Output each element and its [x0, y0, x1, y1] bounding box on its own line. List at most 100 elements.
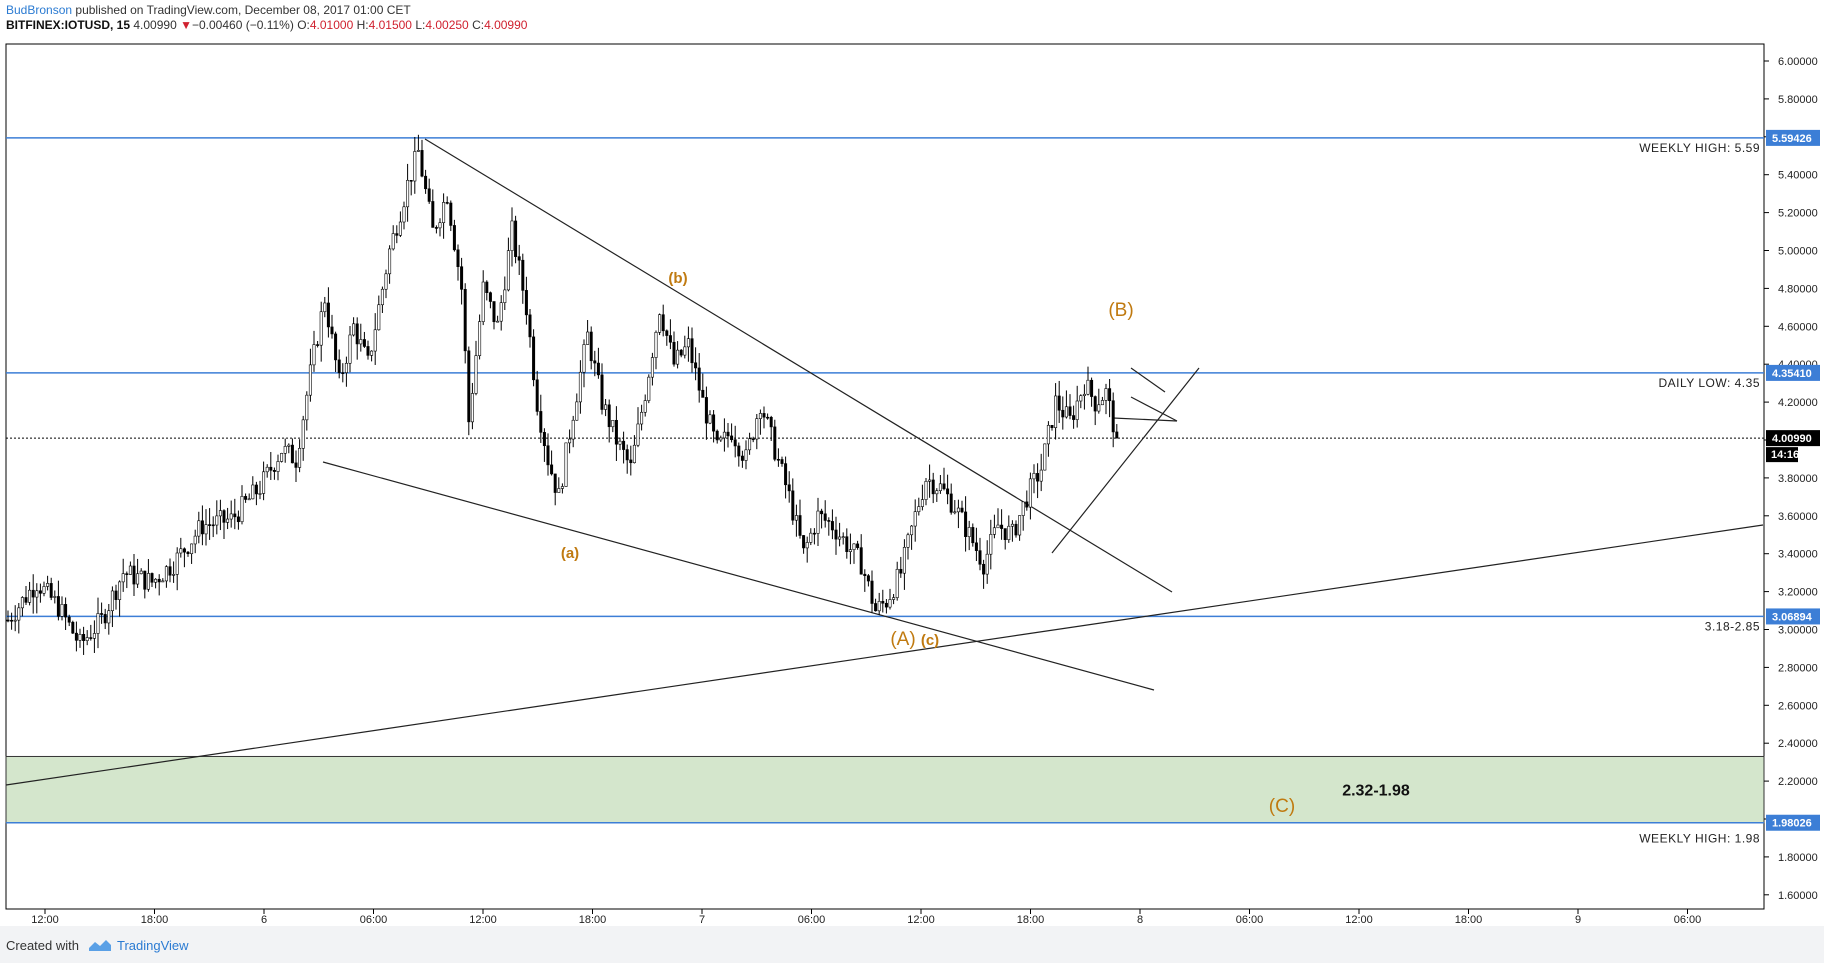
candle-body — [1032, 473, 1036, 480]
candle-body — [769, 416, 773, 428]
candle-body — [319, 311, 323, 346]
x-tick-label: 6 — [261, 914, 267, 926]
candle-body — [697, 367, 701, 391]
candle-body — [355, 323, 359, 345]
candle-body — [665, 330, 669, 336]
candle-body — [1108, 388, 1112, 402]
candle-body — [452, 225, 456, 251]
x-tick-label: 18:00 — [1455, 914, 1483, 926]
candle-body — [1082, 393, 1086, 397]
candle-body — [564, 442, 568, 487]
candle-body — [1075, 400, 1079, 420]
candle-body — [71, 621, 75, 634]
candle-body — [892, 597, 896, 600]
candle-body — [42, 586, 46, 594]
candle-body — [712, 414, 716, 432]
candle-body — [632, 444, 636, 464]
candle-body — [622, 440, 626, 450]
candle-body — [946, 488, 950, 495]
level-label: WEEKLY HIGH: 1.98 — [1639, 832, 1760, 846]
candle-body — [967, 527, 971, 537]
trend-line[interactable] — [5, 524, 1764, 786]
trend-line[interactable] — [1051, 367, 1200, 554]
y-tick-label: 4.60000 — [1778, 321, 1818, 333]
candle-body — [132, 565, 136, 585]
candle-body — [481, 281, 485, 322]
candle-body — [604, 404, 608, 410]
tradingview-logo-icon — [89, 940, 111, 951]
candle-body — [506, 250, 510, 291]
tradingview-link[interactable]: TradingView — [117, 938, 189, 953]
candle-body — [406, 179, 410, 208]
candle-body — [902, 547, 906, 574]
candle-body — [56, 596, 60, 617]
candle-body — [1000, 524, 1004, 529]
candle-body — [654, 332, 658, 358]
candle-body — [499, 302, 503, 322]
candle-body — [85, 637, 89, 641]
candle-body — [751, 438, 755, 441]
candle-body — [1057, 395, 1061, 411]
candle-body — [442, 202, 446, 223]
ohlc-line: BITFINEX:IOTUSD, 15 4.00990 ▼−0.00460 (−… — [6, 18, 906, 33]
candle-body — [870, 580, 874, 604]
candle-body — [960, 507, 964, 513]
x-tick-label: 18:00 — [579, 914, 607, 926]
y-tick-label: 5.80000 — [1778, 94, 1818, 106]
level-label: 3.18-2.85 — [1705, 619, 1760, 633]
trend-line[interactable] — [322, 461, 1155, 691]
candle-body — [766, 416, 770, 419]
candle-body — [514, 220, 518, 257]
candle-body — [920, 499, 924, 507]
candle-body — [128, 565, 132, 575]
candle-body — [694, 362, 698, 369]
candle-body — [460, 266, 464, 290]
price-chart[interactable]: 2.32-1.98 WEEKLY HIGH: 5.59 DAILY LOW: 4.… — [0, 0, 1824, 926]
candle-body — [190, 543, 194, 555]
level-label: DAILY LOW: 4.35 — [1658, 376, 1760, 390]
author-link[interactable]: BudBronson — [6, 3, 73, 17]
candle-body — [240, 496, 244, 523]
x-tick-label: 18:00 — [141, 914, 169, 926]
low-value: 4.00250 — [425, 18, 469, 32]
candle-body — [424, 175, 428, 190]
publish-line: BudBronson published on TradingView.com,… — [6, 3, 906, 18]
candle-body — [1061, 409, 1065, 418]
price-tag — [1766, 364, 1820, 381]
trend-line[interactable] — [1130, 396, 1178, 422]
candle-body — [791, 490, 795, 521]
candle-body — [20, 597, 24, 609]
trend-line[interactable] — [1112, 417, 1178, 422]
candle-body — [560, 486, 564, 489]
candle-body — [431, 201, 435, 228]
candle-body — [100, 613, 104, 615]
x-tick-label: 06:00 — [1236, 914, 1264, 926]
candle-body — [859, 547, 863, 575]
trend-line[interactable] — [424, 138, 1173, 593]
candle-body — [359, 339, 363, 345]
trend-line[interactable] — [1130, 367, 1166, 393]
candle-body — [485, 281, 489, 293]
candle-body — [254, 484, 258, 495]
candle-body — [1090, 379, 1094, 397]
candle-body — [244, 496, 248, 500]
symbol-label[interactable]: BITFINEX:IOTUSD, 15 — [6, 18, 131, 32]
candle-body — [470, 393, 474, 423]
price-tag-label: 4.35410 — [1772, 368, 1812, 380]
candle-body — [449, 202, 453, 226]
candle-body — [413, 151, 417, 182]
x-tick-label: 8 — [1137, 914, 1143, 926]
x-tick-label: 06:00 — [360, 914, 388, 926]
candle-body — [53, 596, 57, 598]
candle-body — [118, 581, 122, 600]
candle-body — [409, 179, 413, 182]
candle-body — [82, 634, 86, 641]
high-value: 4.01500 — [368, 18, 412, 32]
candle-body — [856, 543, 860, 548]
candle-body — [222, 510, 226, 523]
candle-body — [643, 400, 647, 413]
candle-body — [114, 590, 118, 600]
candle-body — [175, 552, 179, 575]
high-label: H: — [356, 18, 369, 32]
candle-body — [899, 568, 903, 574]
